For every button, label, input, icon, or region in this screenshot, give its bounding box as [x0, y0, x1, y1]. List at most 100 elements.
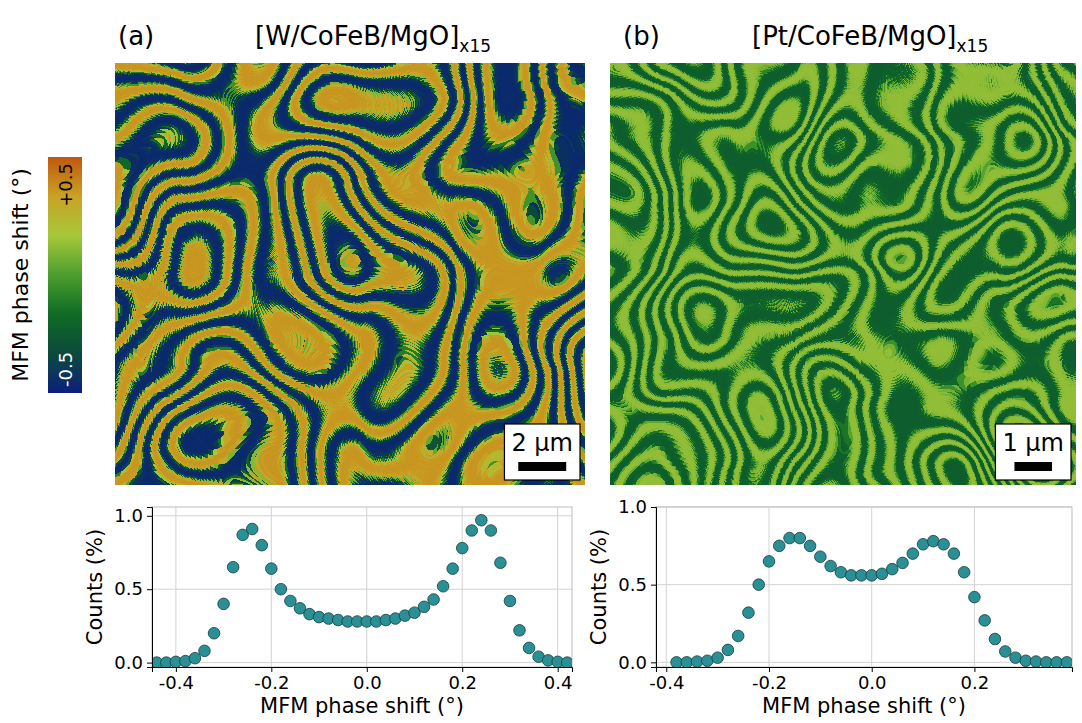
markers — [152, 514, 572, 667]
panel-label: (b) — [623, 21, 660, 51]
tick-label: -0.2 — [752, 672, 787, 693]
tick-label: 0.5 — [114, 578, 143, 599]
data-point — [495, 557, 507, 569]
data-point — [285, 595, 297, 607]
tick: 1.0 — [618, 496, 656, 517]
tick-mark — [147, 663, 152, 664]
data-point — [835, 566, 847, 578]
panel-title-main: [W/CoFeB/MgO] — [255, 21, 459, 51]
grid-line-x — [557, 507, 558, 667]
data-point — [208, 627, 220, 639]
data-point — [523, 642, 535, 654]
tick: -0.4 — [649, 667, 684, 693]
scale-bar-label: 2 µm — [511, 429, 573, 457]
data-point — [189, 652, 201, 664]
data-point — [763, 556, 775, 568]
tick: 0.2 — [448, 667, 477, 693]
data-point — [227, 561, 239, 573]
x-axis: -0.4 -0.2 0.0 0.2 — [649, 667, 1072, 693]
scale-bar-box — [504, 424, 580, 480]
plot-background — [152, 507, 572, 667]
panel-title-main: [Pt/CoFeB/MgO] — [752, 21, 957, 51]
tick: 0.0 — [114, 652, 152, 673]
tick: -0.2 — [752, 667, 787, 693]
colorbar — [48, 157, 82, 393]
data-point — [804, 540, 816, 552]
panel-title-sub: x15 — [459, 36, 491, 56]
data-point — [732, 630, 744, 642]
data-point — [691, 656, 703, 667]
grid-line-x — [666, 507, 667, 667]
data-point — [928, 535, 940, 547]
data-point — [1061, 657, 1072, 667]
grid-line-x — [462, 507, 463, 667]
data-point — [218, 598, 230, 610]
axis-line — [147, 508, 153, 668]
data-point — [671, 657, 683, 667]
tick: 0.5 — [114, 578, 152, 599]
grid-line-y — [656, 584, 1072, 585]
x-axis-title: MFM phase shift (°) — [762, 694, 966, 718]
data-point — [418, 601, 430, 613]
data-point — [1030, 656, 1042, 667]
data-point — [866, 570, 878, 582]
plot-background — [656, 507, 1072, 667]
data-point — [753, 579, 765, 591]
tick-label: 0.0 — [114, 652, 143, 673]
figure: +0.5-0.5MFM phase shift (°)(a)[W/CoFeB/M… — [0, 0, 1082, 723]
data-point — [989, 633, 1001, 645]
data-point — [1041, 657, 1053, 667]
data-point — [485, 525, 497, 537]
tick-label: 0.0 — [858, 672, 887, 693]
tick-label: -0.4 — [159, 672, 194, 693]
tick: 0.0 — [353, 667, 382, 693]
data-point — [773, 540, 785, 552]
tick-label: 1.0 — [618, 496, 647, 517]
tick-label: 0.4 — [544, 672, 573, 693]
grid-line-y — [152, 515, 572, 516]
data-point — [428, 594, 440, 606]
data-point — [466, 525, 478, 537]
data-point — [266, 563, 278, 575]
data-point — [722, 644, 734, 656]
colorbar-tick-label: -0.5 — [55, 352, 76, 387]
tick: 1.0 — [114, 505, 152, 526]
data-point — [504, 595, 516, 607]
tick-mark — [147, 589, 152, 590]
tick-label: 0.5 — [618, 574, 647, 595]
data-point — [743, 607, 755, 619]
data-point — [1010, 652, 1022, 664]
grid-line-x — [974, 507, 975, 667]
tick-mark — [651, 507, 656, 508]
data-point — [876, 568, 888, 580]
tick-label: 0.2 — [448, 672, 477, 693]
data-point — [794, 532, 806, 544]
data-point — [561, 657, 572, 667]
data-point — [476, 514, 488, 526]
tick-mark — [651, 662, 656, 663]
tick-mark — [147, 516, 152, 517]
tick-label: 0.2 — [961, 672, 990, 693]
grid-line-y — [152, 662, 572, 663]
grid-line-x — [871, 507, 872, 667]
mfm-image — [115, 63, 585, 485]
y-axis: 0.0 0.5 1.0 — [114, 505, 152, 673]
markers — [671, 532, 1072, 667]
colorbar-title: MFM phase shift (°) — [8, 168, 33, 382]
data-point — [784, 532, 796, 544]
plot-frame — [152, 507, 572, 667]
data-point — [999, 646, 1011, 658]
data-point — [958, 566, 970, 578]
tick-label: -0.4 — [649, 672, 684, 693]
y-axis-title: Counts (%) — [587, 529, 611, 645]
scale-bar-group: 2 µm — [504, 424, 580, 480]
grid-line-x — [768, 507, 769, 667]
x-axis-title: MFM phase shift (°) — [260, 694, 464, 718]
data-point — [514, 625, 526, 637]
grid-line-x — [271, 507, 272, 667]
panel-label: (a) — [118, 21, 154, 51]
panel-title-sub: x15 — [957, 36, 989, 56]
tick-label: 1.0 — [114, 505, 143, 526]
data-point — [969, 591, 981, 603]
tick: 0.4 — [544, 667, 573, 693]
